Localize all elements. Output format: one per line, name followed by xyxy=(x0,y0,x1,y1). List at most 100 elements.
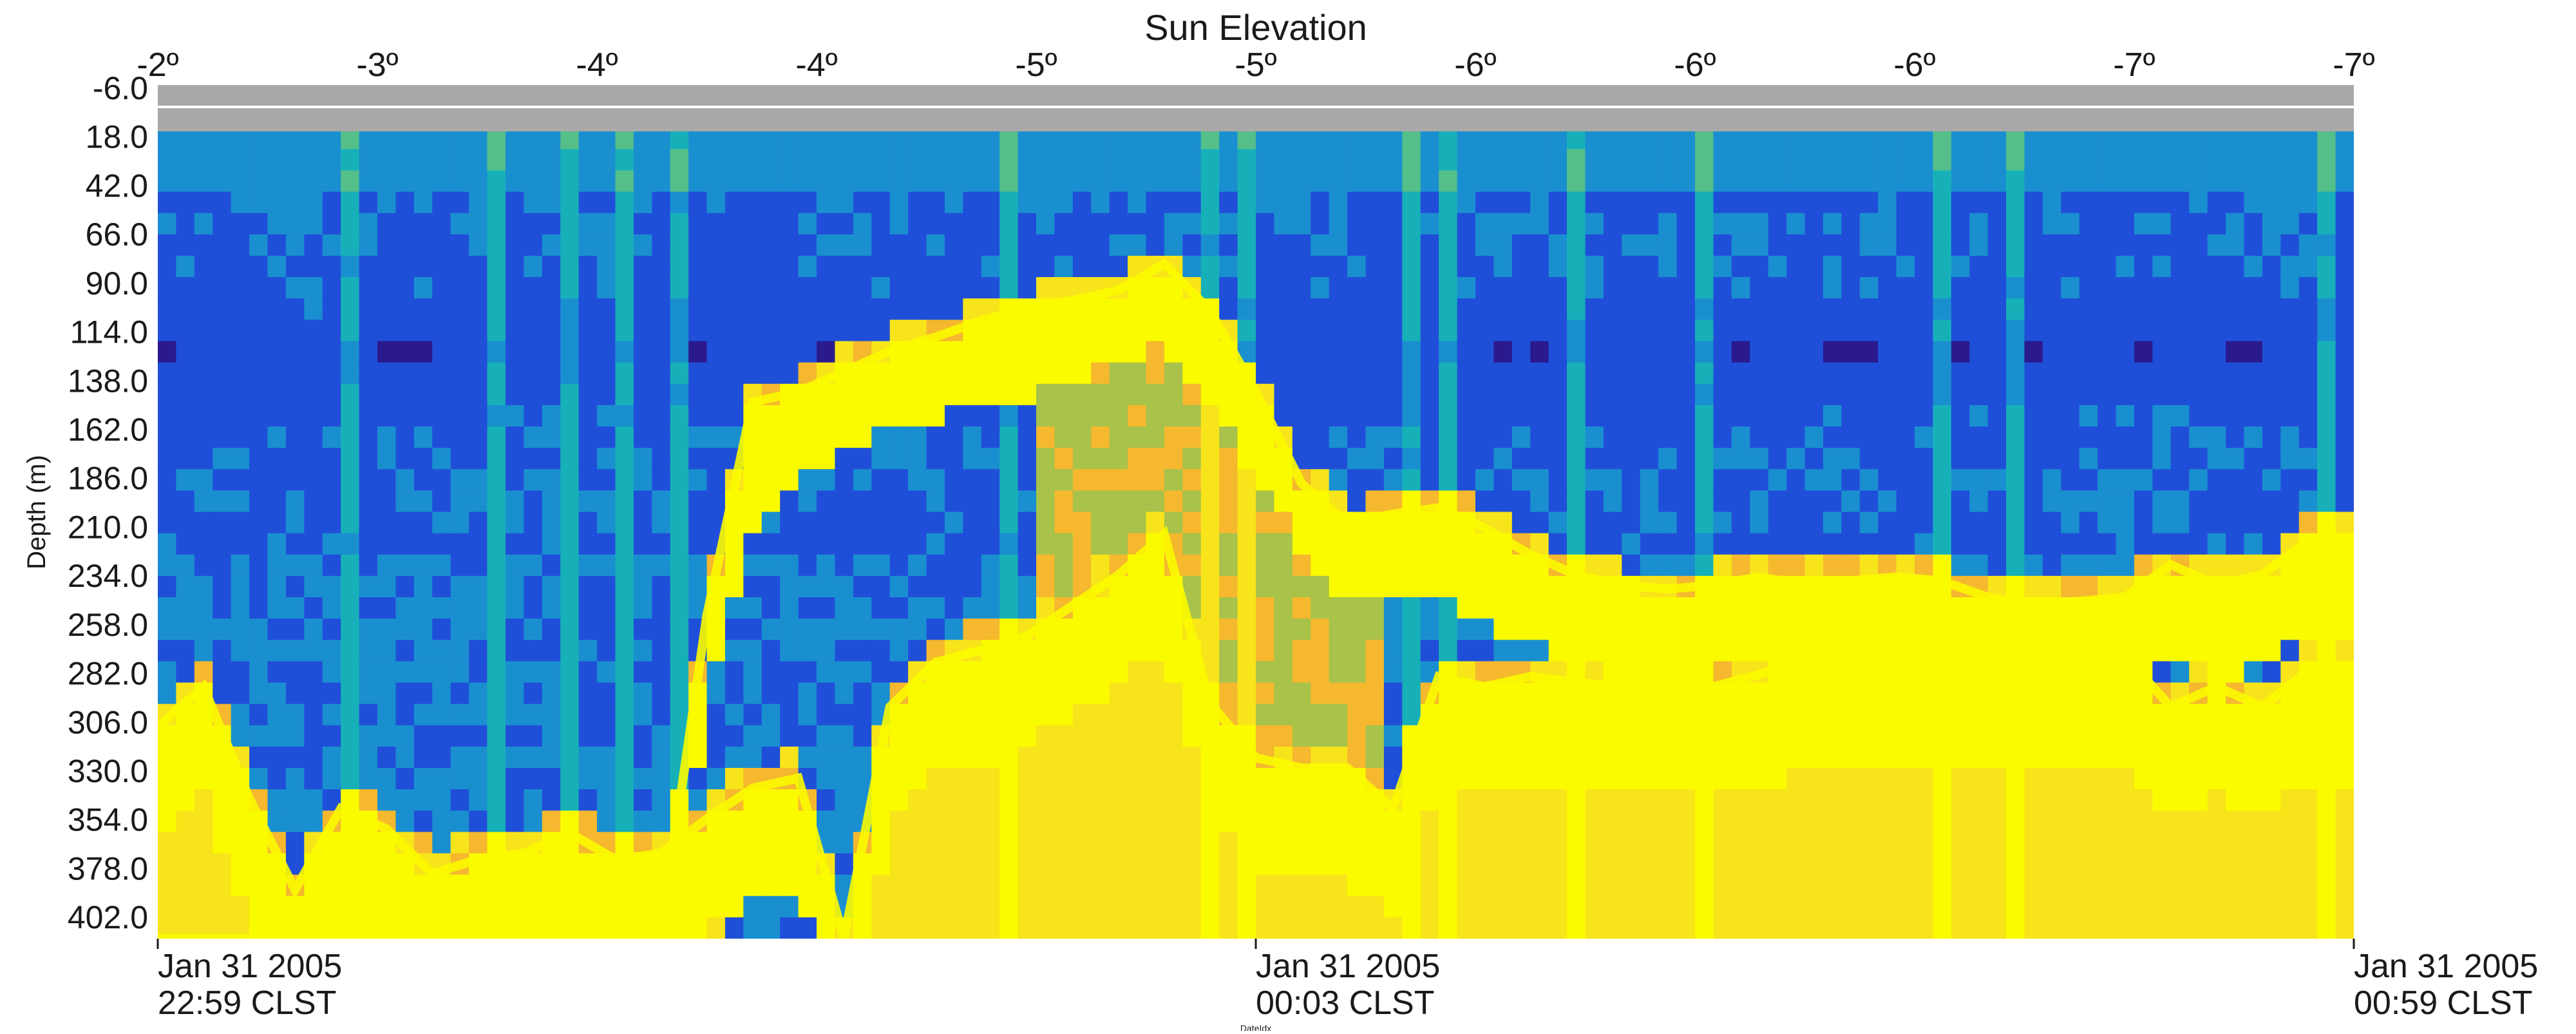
heatmap-cell xyxy=(194,768,213,790)
heatmap-cell xyxy=(560,661,579,683)
heatmap-cell xyxy=(2244,533,2263,555)
heatmap-cell xyxy=(451,320,469,341)
heatmap-cell xyxy=(890,747,909,769)
heatmap-cell xyxy=(432,704,451,726)
heatmap-cell xyxy=(762,576,781,598)
heatmap-cell xyxy=(634,725,652,747)
heatmap-cell xyxy=(799,256,817,278)
heatmap-cell xyxy=(1768,490,1787,512)
heatmap-cell xyxy=(1841,171,1860,193)
heatmap-cell xyxy=(1567,533,1586,555)
heatmap-cell xyxy=(359,640,378,662)
heatmap-cell xyxy=(634,618,652,640)
heatmap-cell xyxy=(395,789,414,811)
heatmap-cell xyxy=(1164,875,1183,897)
heatmap-cell xyxy=(2244,747,2263,769)
heatmap-cell xyxy=(469,213,488,235)
heatmap-cell xyxy=(999,448,1018,470)
heatmap-cell xyxy=(1823,555,1842,577)
heatmap-cell xyxy=(1402,363,1421,385)
heatmap-cell xyxy=(158,683,176,705)
heatmap-cell xyxy=(1493,448,1512,470)
heatmap-cell xyxy=(1915,192,1933,214)
heatmap-cell xyxy=(2208,149,2226,171)
heatmap-cell xyxy=(1732,768,1750,790)
heatmap-cell xyxy=(597,384,616,406)
heatmap-cell xyxy=(2134,149,2153,171)
heatmap-cell xyxy=(1586,277,1604,299)
heatmap-cell xyxy=(1091,448,1110,470)
heatmap-cell xyxy=(432,875,451,897)
heatmap-cell xyxy=(1732,512,1750,534)
heatmap-cell xyxy=(2079,683,2098,705)
heatmap-cell xyxy=(194,149,213,171)
heatmap-cell xyxy=(323,256,341,278)
heatmap-cell xyxy=(945,405,963,427)
heatmap-cell xyxy=(1933,171,1951,193)
heatmap-cell xyxy=(743,597,762,619)
heatmap-cell xyxy=(1951,341,1970,363)
heatmap-cell xyxy=(1091,810,1110,832)
heatmap-cell xyxy=(1054,747,1073,769)
heatmap-cell xyxy=(1110,469,1128,491)
heatmap-cell xyxy=(2079,384,2098,406)
heatmap-cell xyxy=(231,875,250,897)
heatmap-cell xyxy=(1164,832,1183,854)
heatmap-cell xyxy=(1457,405,1476,427)
heatmap-cell xyxy=(2336,576,2354,598)
heatmap-cell xyxy=(395,448,414,470)
heatmap-cell xyxy=(2171,405,2190,427)
heatmap-cell xyxy=(1146,832,1165,854)
heatmap-cell xyxy=(634,426,652,448)
heatmap-cell xyxy=(1622,384,1640,406)
heatmap-cell xyxy=(981,235,1000,256)
heatmap-cell xyxy=(1988,448,2007,470)
heatmap-cell xyxy=(323,768,341,790)
heatmap-cell xyxy=(2079,917,2098,939)
heatmap-cell xyxy=(2336,789,2354,811)
heatmap-cell xyxy=(469,725,488,747)
heatmap-cell xyxy=(341,725,359,747)
heatmap-cell xyxy=(615,875,634,897)
heatmap-cell xyxy=(1530,405,1549,427)
heatmap-cell xyxy=(1988,320,2007,341)
heatmap-cell xyxy=(414,235,433,256)
heatmap-cell xyxy=(762,810,781,832)
heatmap-cell xyxy=(395,704,414,726)
heatmap-cell xyxy=(1586,917,1604,939)
heatmap-cell xyxy=(1110,363,1128,385)
heatmap-cell xyxy=(1878,235,1897,256)
heatmap-cell xyxy=(1274,384,1293,406)
heatmap-cell xyxy=(1457,597,1476,619)
heatmap-cell xyxy=(2171,192,2190,214)
heatmap-cell xyxy=(1054,704,1073,726)
heatmap-cell xyxy=(524,618,542,640)
heatmap-cell xyxy=(707,149,726,171)
heatmap-cell xyxy=(1878,490,1897,512)
heatmap-cell xyxy=(871,149,890,171)
heatmap-cell xyxy=(2098,917,2116,939)
heatmap-cell xyxy=(871,832,890,854)
heatmap-cell xyxy=(560,555,579,577)
heatmap-cell xyxy=(1732,384,1750,406)
heatmap-cell xyxy=(176,277,194,299)
heatmap-cell xyxy=(634,768,652,790)
heatmap-cell xyxy=(1054,277,1073,299)
heatmap-cell xyxy=(395,533,414,555)
heatmap-cell xyxy=(1915,213,1933,235)
heatmap-cell xyxy=(1933,810,1951,832)
heatmap-cell xyxy=(2171,171,2190,193)
heatmap-cell xyxy=(1329,555,1348,577)
heatmap-cell xyxy=(1530,640,1549,662)
heatmap-cell xyxy=(1219,298,1238,320)
heatmap-cell xyxy=(1567,597,1586,619)
heatmap-cell xyxy=(304,640,323,662)
heatmap-cell xyxy=(762,597,781,619)
heatmap-cell xyxy=(1750,192,1768,214)
heatmap-cell xyxy=(1604,363,1622,385)
heatmap-cell xyxy=(542,576,561,598)
heatmap-cell xyxy=(1311,683,1329,705)
heatmap-cell xyxy=(304,341,323,363)
heatmap-cell xyxy=(1604,320,1622,341)
heatmap-cell xyxy=(524,171,542,193)
